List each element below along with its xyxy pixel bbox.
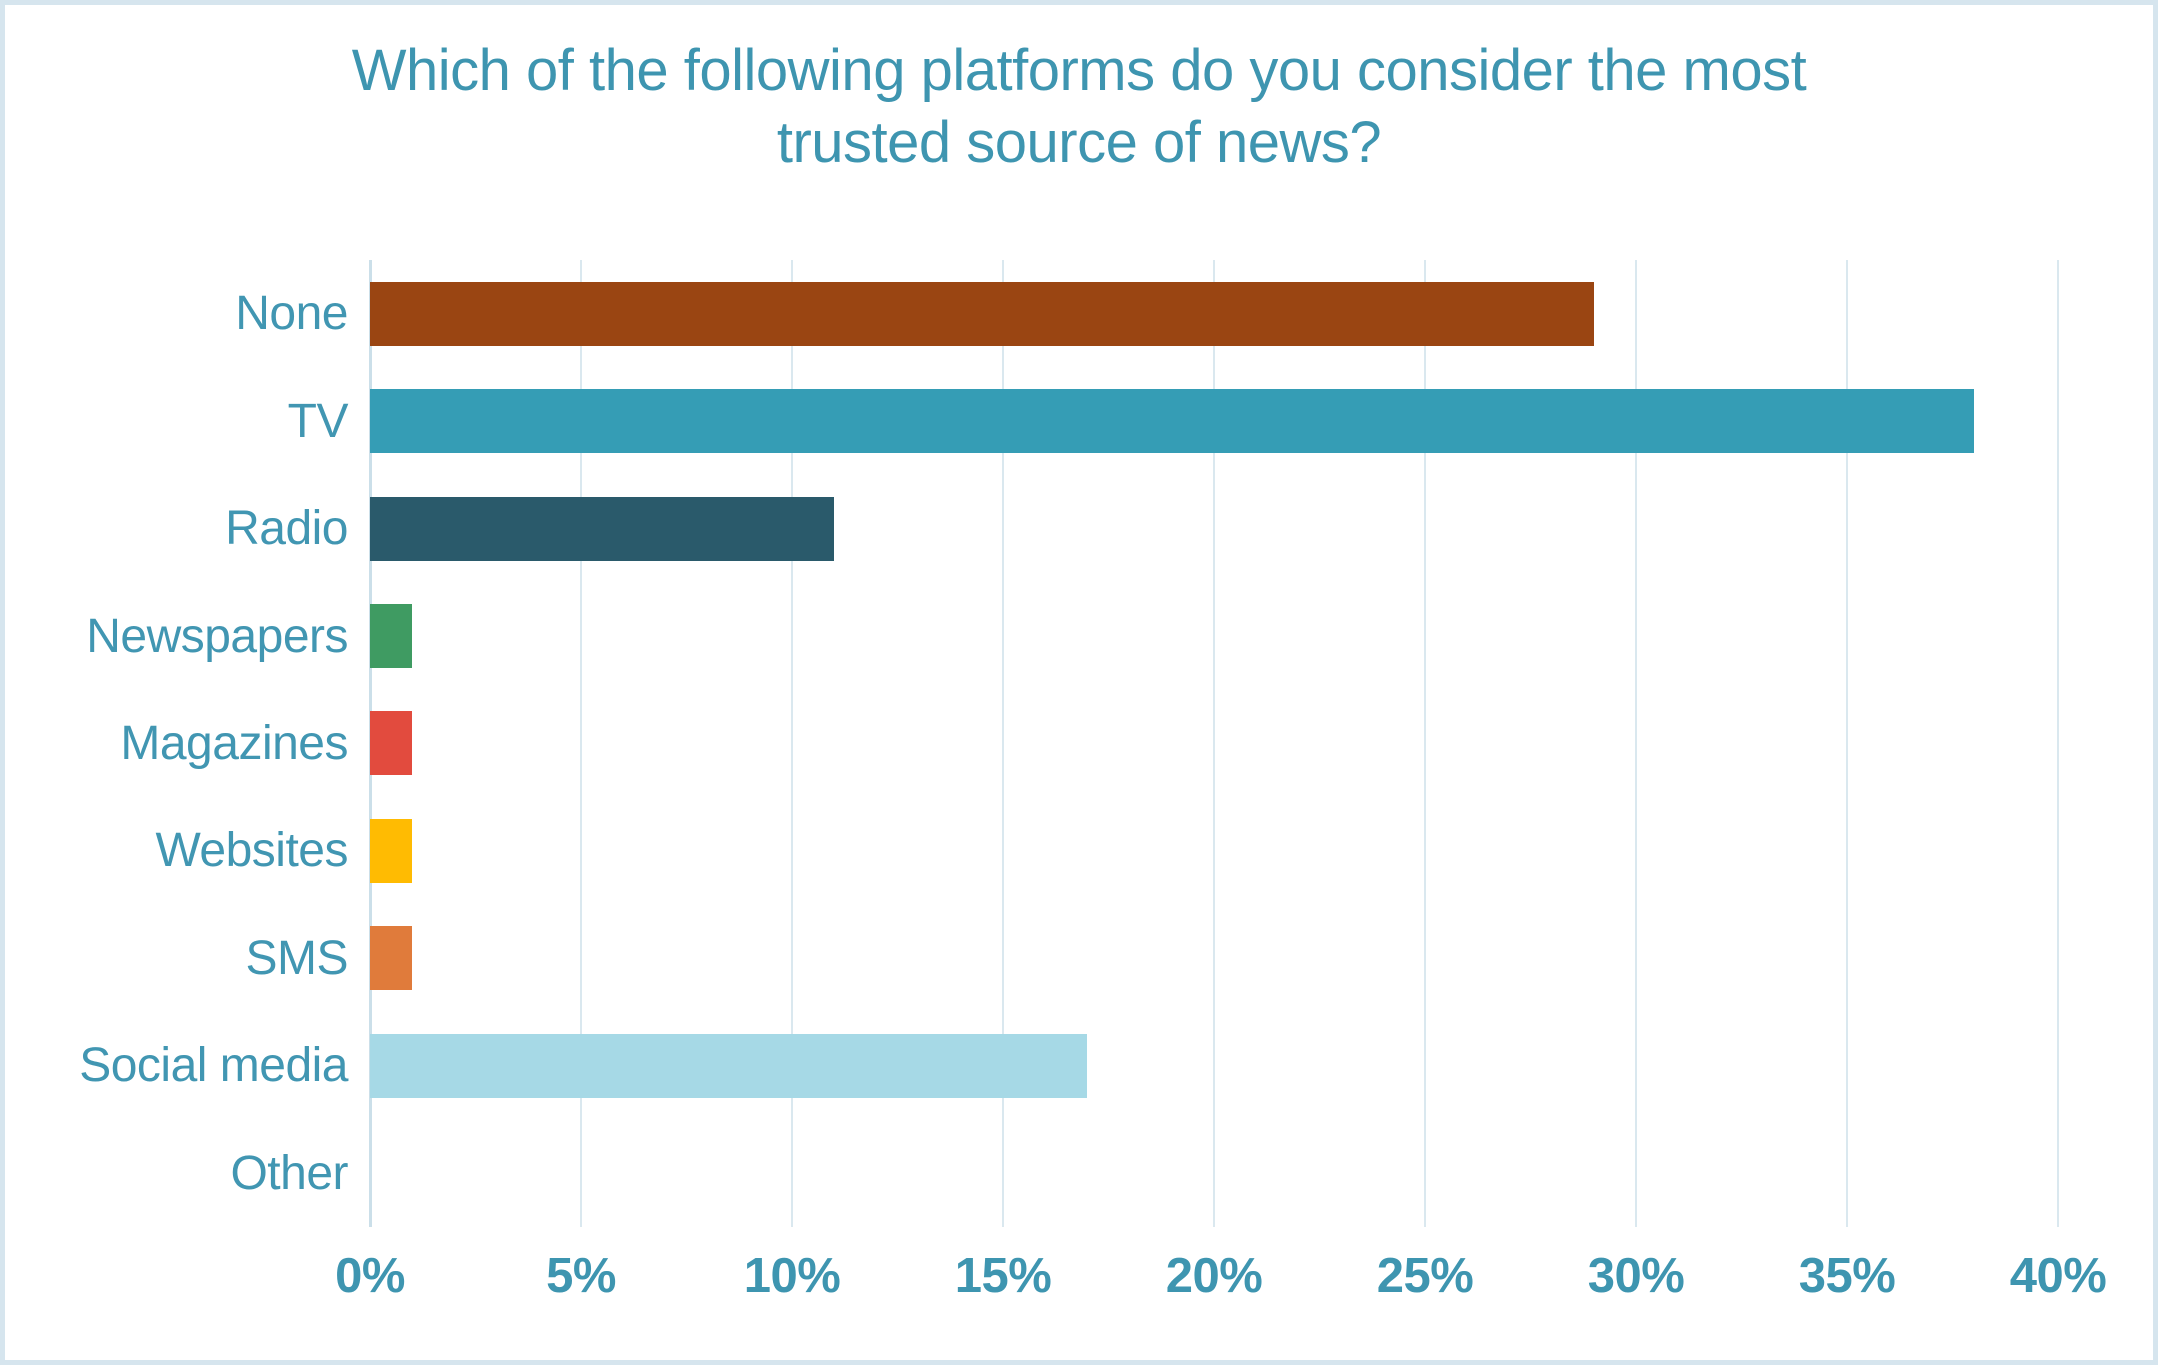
bar-track [370, 1012, 2058, 1119]
gridline [1424, 260, 1426, 1227]
chart-title-line-1: Which of the following platforms do you … [351, 38, 1807, 103]
chart-title: Which of the following platforms do you … [5, 35, 2153, 179]
rows: None TV Radio Newspapers Magazines Websites SM… [35, 260, 2058, 1227]
bar-none [370, 281, 1594, 346]
category-label: None [235, 287, 348, 341]
x-tick-label: 0% [335, 1249, 405, 1303]
bar-newspapers [370, 604, 413, 669]
category-label: Radio [225, 502, 348, 556]
x-tick-label: 40% [2009, 1249, 2107, 1303]
gridline [580, 260, 582, 1227]
category-label: SMS [245, 931, 348, 985]
chart-row: SMS [35, 905, 2058, 1012]
bar-track [370, 690, 2058, 797]
gridline [1635, 260, 1637, 1227]
category-label: Magazines [120, 716, 348, 770]
bar-sms [370, 926, 413, 991]
chart-row: TV [35, 367, 2058, 474]
chart-row: Social media [35, 1012, 2058, 1119]
bar-track [370, 1120, 2058, 1227]
bar-track [370, 582, 2058, 689]
x-tick-label: 15% [954, 1249, 1052, 1303]
gridline [1002, 260, 1004, 1227]
gridline [1846, 260, 1848, 1227]
chart-row: None [35, 260, 2058, 367]
x-tick-label: 10% [743, 1249, 841, 1303]
chart-row: Newspapers [35, 582, 2058, 689]
chart-row: Magazines [35, 690, 2058, 797]
x-tick-label: 5% [546, 1249, 616, 1303]
bar-track [370, 905, 2058, 1012]
x-axis: 0% 5% 10% 15% 20% 25% 30% 35% 40% [335, 1248, 2107, 1328]
category-label: Newspapers [86, 609, 348, 663]
chart-row: Other [35, 1120, 2058, 1227]
bar-tv [370, 389, 1974, 454]
category-label: Websites [155, 824, 348, 878]
bar-track [370, 797, 2058, 904]
bar-websites [370, 818, 413, 883]
bar-magazines [370, 711, 413, 776]
gridline [2057, 260, 2059, 1227]
gridline [1213, 260, 1215, 1227]
x-tick-label: 25% [1376, 1249, 1474, 1303]
bar-track [370, 260, 2058, 367]
bar-social-media [370, 1033, 1088, 1098]
chart-title-line-2: trusted source of news? [776, 109, 1382, 175]
x-tick-label: 30% [1587, 1249, 1685, 1303]
bar-track [370, 475, 2058, 582]
chart-row: Radio [35, 475, 2058, 582]
bar-track [370, 367, 2058, 474]
category-label: Other [230, 1146, 348, 1200]
bar-radio [370, 496, 835, 561]
x-tick-label: 35% [1798, 1249, 1896, 1303]
chart-row: Websites [35, 797, 2058, 904]
category-label: Social media [79, 1039, 348, 1093]
gridline [791, 260, 793, 1227]
x-tick-label: 20% [1165, 1249, 1263, 1303]
category-label: TV [287, 394, 349, 448]
